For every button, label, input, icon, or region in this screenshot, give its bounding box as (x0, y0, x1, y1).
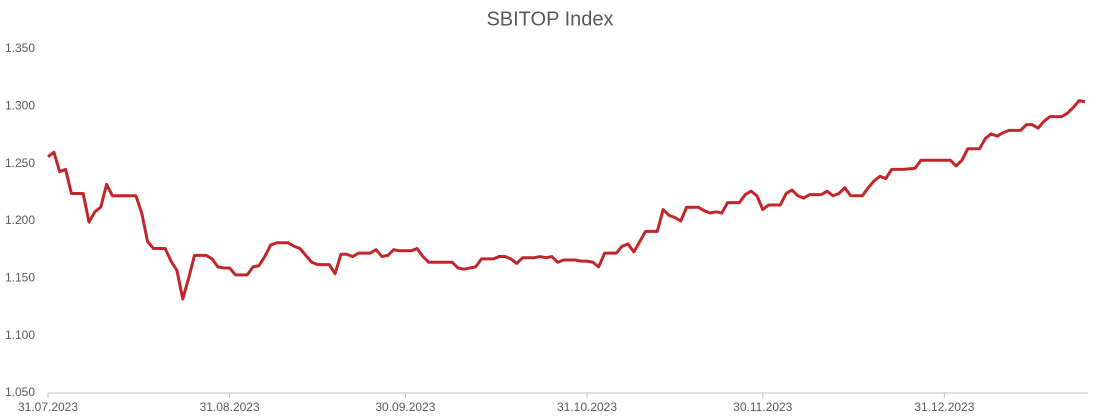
y-tick-label: 1.050 (5, 385, 35, 399)
y-tick-label: 1.100 (5, 328, 35, 342)
x-tick-label: 31.12.2023 (914, 400, 974, 414)
x-tick-label: 31.08.2023 (200, 400, 260, 414)
series-line (47, 99, 1086, 301)
y-tick-label: 1.250 (5, 156, 35, 170)
y-tick-label: 1.350 (5, 41, 35, 55)
x-tick-label: 31.10.2023 (557, 400, 617, 414)
chart-title: SBITOP Index (486, 8, 613, 30)
x-tick-label: 31.07.2023 (18, 400, 78, 414)
y-tick-label: 1.200 (5, 213, 35, 227)
y-tick-label: 1.300 (5, 99, 35, 113)
x-tick-label: 30.11.2023 (733, 400, 792, 414)
y-tick-label: 1.150 (5, 271, 35, 285)
x-tick-label: 30.09.2023 (375, 400, 435, 414)
